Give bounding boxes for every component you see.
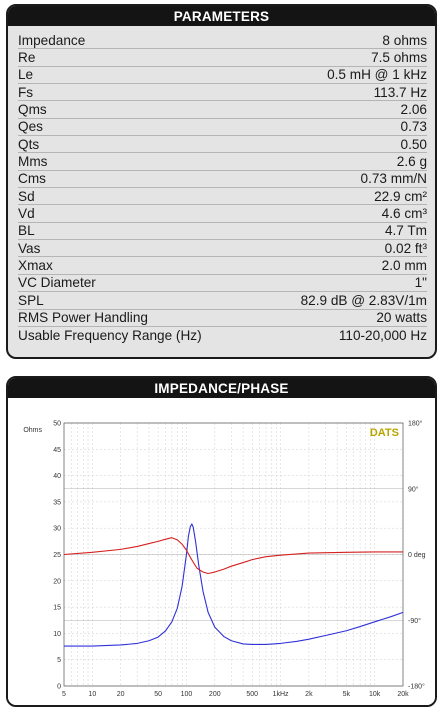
param-name: VC Diameter	[18, 275, 96, 291]
parameters-list: Impedance 8 ohms Re 7.5 ohms Le 0.5 mH @ 1 kH…	[18, 32, 427, 344]
y-right-tick-label: -90°	[408, 617, 421, 625]
param-row: Fs 113.7 Hz	[18, 84, 427, 102]
y-right-tick-label: -180°	[408, 683, 425, 691]
param-row: Sd 22.9 cm²	[18, 188, 427, 206]
param-value: 113.7 Hz	[373, 84, 427, 100]
param-name: Xmax	[18, 258, 53, 274]
x-tick-label: 20	[117, 691, 125, 698]
param-name: Qes	[18, 119, 43, 135]
param-value: 22.9 cm²	[374, 188, 427, 204]
param-value: 0.73 mm/N	[360, 171, 427, 187]
param-value: 0.5 mH @ 1 kHz	[327, 67, 427, 83]
y-left-tick-label: 35	[53, 499, 61, 506]
y-left-tick-label: 5	[57, 657, 61, 664]
param-row: VC Diameter 1"	[18, 275, 427, 293]
param-value: 4.6 cm³	[381, 206, 427, 222]
param-value: 0.50	[400, 136, 427, 152]
y-left-tick-label: 25	[53, 552, 61, 559]
y-left-tick-label: 30	[53, 526, 61, 533]
param-name: BL	[18, 223, 35, 239]
param-value: 82.9 dB @ 2.83V/1m	[300, 292, 427, 308]
param-name: RMS Power Handling	[18, 310, 148, 326]
param-name: Vd	[18, 206, 35, 222]
param-value: 0.02 ft³	[384, 240, 427, 256]
impedance-phase-panel: IMPEDANCE/PHASE 5 10 20 50 100 200 500 1kHz 2k 5k…	[6, 376, 437, 707]
param-name: Re	[18, 50, 36, 66]
param-value: 20 watts	[376, 310, 427, 326]
param-value: 2.0 mm	[381, 258, 427, 274]
param-row: Vd 4.6 cm³	[18, 205, 427, 223]
param-row: Cms 0.73 mm/N	[18, 171, 427, 189]
parameters-panel: PARAMETERS Impedance 8 ohms Re 7.5 ohms Le 0.…	[6, 4, 437, 359]
x-tick-label: 200	[209, 691, 221, 698]
y-left-tick-label: 10	[53, 631, 61, 638]
impedance-phase-title: IMPEDANCE/PHASE	[8, 378, 435, 398]
param-name: Qts	[18, 136, 40, 152]
param-name: Impedance	[18, 32, 86, 48]
param-name: Mms	[18, 154, 48, 170]
y-left-tick-label: 50	[53, 421, 61, 428]
param-value: 2.06	[400, 102, 427, 118]
x-tick-label: 10	[88, 691, 96, 698]
param-name: Le	[18, 67, 34, 83]
param-name: Usable Frequency Range (Hz)	[18, 328, 202, 344]
x-tick-label: 20k	[397, 691, 409, 698]
param-value: 2.6 g	[396, 154, 427, 170]
param-row: SPL 82.9 dB @ 2.83V/1m	[18, 292, 427, 310]
param-value: 8 ohms	[382, 32, 427, 48]
param-name: Vas	[18, 240, 41, 256]
y-left-tick-label: 45	[53, 447, 61, 454]
param-row: Qes 0.73	[18, 119, 427, 137]
param-row: RMS Power Handling 20 watts	[18, 310, 427, 327]
impedance-curve	[64, 523, 404, 647]
param-name: Sd	[18, 188, 35, 204]
x-tick-label: 1kHz	[273, 691, 289, 698]
param-value: 110-20,000 Hz	[338, 328, 427, 344]
param-row: BL 4.7 Tm	[18, 223, 427, 241]
x-tick-label: 2k	[305, 691, 313, 698]
param-name: SPL	[18, 292, 44, 308]
y-left-tick-label: 20	[53, 578, 61, 585]
x-tick-label: 5	[62, 691, 66, 698]
y-right-tick-label: 180°	[408, 420, 423, 428]
y-right-tick-label: 0 deg	[408, 552, 426, 559]
param-row: Usable Frequency Range (Hz) 110-20,000 Hz	[18, 327, 427, 344]
param-value: 7.5 ohms	[371, 50, 427, 66]
x-tick-label: 10k	[369, 691, 381, 698]
x-tick-label: 50	[154, 691, 162, 698]
param-value: 0.73	[400, 119, 427, 135]
y-left-tick-label: 0	[57, 684, 61, 691]
param-row: Impedance 8 ohms	[18, 32, 427, 50]
dats-brand-label: DATS	[370, 427, 399, 439]
param-row: Qms 2.06	[18, 101, 427, 119]
y-right-tick-label: 90°	[408, 485, 419, 493]
y-left-tick-label: 15	[53, 605, 61, 612]
param-row: Re 7.5 ohms	[18, 49, 427, 67]
param-row: Le 0.5 mH @ 1 kHz	[18, 67, 427, 85]
param-name: Cms	[18, 171, 46, 187]
param-row: Qts 0.50	[18, 136, 427, 154]
param-row: Vas 0.02 ft³	[18, 240, 427, 258]
param-value: 1"	[414, 275, 427, 291]
y-left-tick-label: 40	[53, 473, 61, 480]
x-tick-label: 5k	[343, 691, 351, 698]
impedance-phase-chart: 5 10 20 50 100 200 500 1kHz 2k 5k 10k 20k0510152025…	[8, 398, 435, 705]
phase-curve	[63, 537, 403, 575]
parameters-title: PARAMETERS	[8, 6, 435, 26]
param-row: Mms 2.6 g	[18, 153, 427, 171]
param-value: 4.7 Tm	[384, 223, 427, 239]
param-row: Xmax 2.0 mm	[18, 257, 427, 275]
y-axis-label: Ohms	[23, 427, 42, 434]
x-tick-label: 500	[246, 691, 258, 698]
param-name: Qms	[18, 102, 47, 118]
x-tick-label: 100	[181, 691, 193, 698]
param-name: Fs	[18, 84, 34, 100]
